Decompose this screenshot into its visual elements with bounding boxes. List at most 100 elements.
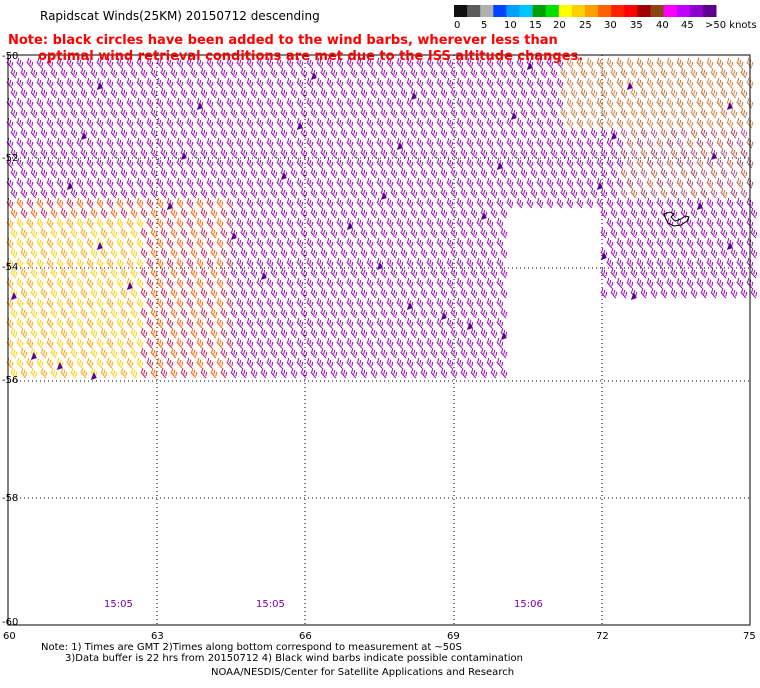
- wind-barb: [420, 347, 428, 359]
- wind-barb: [60, 267, 68, 279]
- wind-barb: [666, 217, 674, 229]
- wind-barb: [96, 177, 104, 189]
- wind-barb: [350, 127, 358, 139]
- wind-barb: [586, 97, 594, 109]
- wind-barb: [376, 357, 384, 369]
- wind-barb: [496, 237, 504, 249]
- wind-barb: [216, 117, 224, 129]
- wind-barb: [600, 107, 608, 119]
- wind-barb: [380, 147, 388, 159]
- wind-barb: [40, 167, 48, 179]
- wind-barb: [420, 227, 428, 239]
- wind-barb: [30, 267, 38, 279]
- wind-barb: [10, 247, 18, 259]
- wind-barb: [396, 317, 404, 329]
- wind-barb: [30, 307, 38, 319]
- wind-barb: [200, 187, 208, 199]
- wind-barb: [16, 357, 24, 369]
- wind-barb: [376, 77, 384, 89]
- wind-barb: [476, 237, 484, 249]
- wind-barb: [280, 67, 288, 79]
- wind-flag: [710, 152, 717, 160]
- wind-barb: [26, 57, 34, 69]
- wind-barb: [460, 247, 468, 259]
- wind-barb: [420, 367, 428, 379]
- wind-barb: [136, 157, 144, 169]
- wind-barb: [536, 97, 544, 109]
- wind-barb: [296, 217, 304, 229]
- wind-barb: [356, 117, 364, 129]
- wind-barb: [110, 187, 118, 199]
- wind-barb: [716, 157, 724, 169]
- wind-barb: [580, 187, 588, 199]
- wind-barb: [60, 327, 68, 339]
- wind-barb: [646, 157, 654, 169]
- wind-barb: [656, 277, 664, 289]
- wind-barb: [370, 367, 378, 379]
- wind-barb: [370, 347, 378, 359]
- wind-barb: [270, 87, 278, 99]
- wind-barb: [550, 147, 558, 159]
- map-frame: [7, 54, 751, 626]
- wind-barb: [686, 217, 694, 229]
- wind-barb: [306, 137, 314, 149]
- wind-barb: [660, 127, 668, 139]
- wind-barb: [396, 97, 404, 109]
- wind-barb: [376, 217, 384, 229]
- wind-barb: [686, 177, 694, 189]
- wind-barb: [556, 157, 564, 169]
- colorbar-label: 40: [656, 20, 669, 31]
- wind-barb: [640, 167, 648, 179]
- wind-barb: [346, 297, 354, 309]
- wind-barb: [146, 217, 154, 229]
- wind-barb: [40, 127, 48, 139]
- wind-barb: [650, 267, 658, 279]
- wind-flag: [380, 192, 387, 200]
- wind-barb: [346, 337, 354, 349]
- wind-barb: [36, 177, 44, 189]
- wind-barb: [26, 217, 34, 229]
- wind-barb: [520, 147, 528, 159]
- wind-barb: [216, 337, 224, 349]
- wind-barb: [276, 177, 284, 189]
- wind-barb: [376, 117, 384, 129]
- wind-barb: [560, 127, 568, 139]
- wind-barb: [356, 277, 364, 289]
- wind-barb: [660, 287, 668, 299]
- wind-barb: [646, 57, 654, 69]
- wind-barb: [250, 247, 258, 259]
- wind-barb: [340, 127, 348, 139]
- wind-barb: [570, 187, 578, 199]
- wind-barb: [236, 337, 244, 349]
- wind-barb: [476, 297, 484, 309]
- wind-barb: [716, 277, 724, 289]
- wind-barb: [126, 257, 134, 269]
- wind-barb: [740, 207, 748, 219]
- wind-barb: [366, 157, 374, 169]
- wind-barb: [100, 87, 108, 99]
- wind-barb: [350, 67, 358, 79]
- wind-barb: [720, 107, 728, 119]
- wind-barb: [466, 117, 474, 129]
- wind-barb: [50, 307, 58, 319]
- wind-barb: [336, 137, 344, 149]
- wind-barb: [476, 217, 484, 229]
- wind-barb: [126, 217, 134, 229]
- wind-barb: [150, 287, 158, 299]
- wind-barb: [160, 67, 168, 79]
- wind-barb: [310, 167, 318, 179]
- wind-barb: [490, 267, 498, 279]
- wind-barb: [476, 117, 484, 129]
- wind-barb: [56, 297, 64, 309]
- wind-barb: [670, 287, 678, 299]
- wind-barb: [470, 127, 478, 139]
- wind-barb: [206, 177, 214, 189]
- wind-barb: [70, 287, 78, 299]
- wind-barb: [150, 127, 158, 139]
- wind-barb: [140, 367, 148, 379]
- wind-barb: [256, 337, 264, 349]
- wind-barb: [296, 137, 304, 149]
- wind-barb: [256, 277, 264, 289]
- wind-barb: [606, 177, 614, 189]
- wind-barb: [430, 207, 438, 219]
